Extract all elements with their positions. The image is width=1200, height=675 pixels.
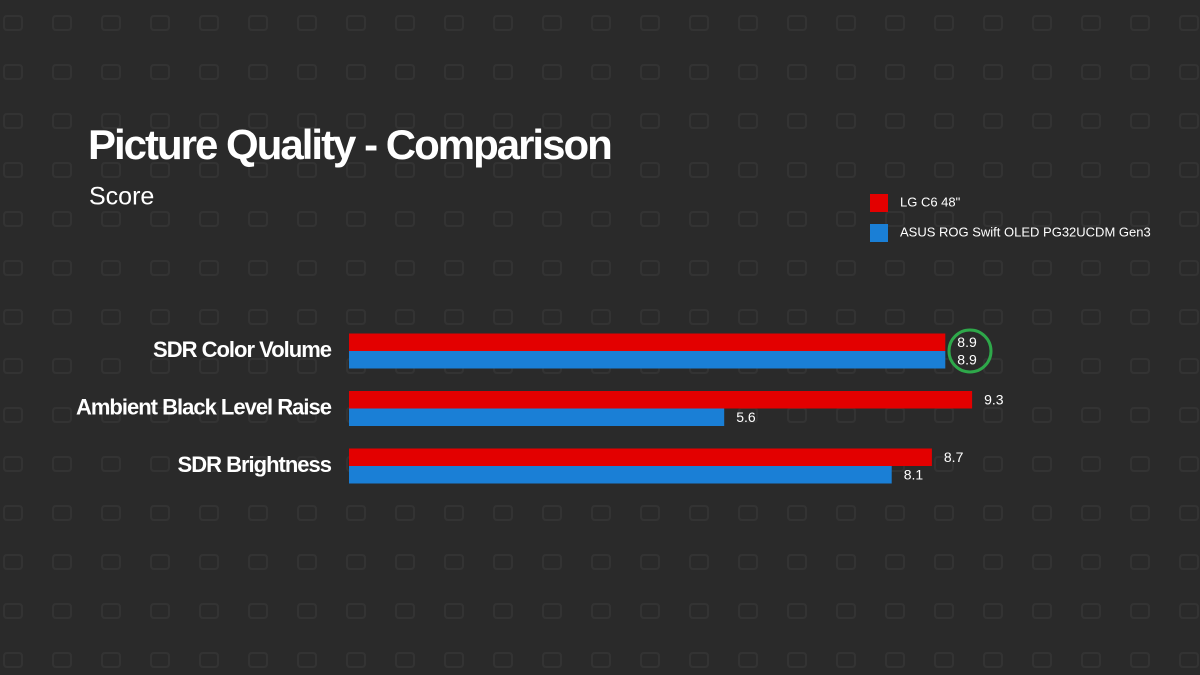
- chart-title: Picture Quality - Comparison: [88, 121, 611, 168]
- bar: [349, 333, 946, 351]
- value-label: 8.9: [957, 334, 977, 350]
- value-label: 8.9: [957, 351, 977, 367]
- category-label: SDR Color Volume: [153, 337, 332, 362]
- category-label: SDR Brightness: [178, 452, 332, 477]
- legend-swatch: [870, 194, 888, 212]
- legend-swatch: [870, 224, 888, 242]
- category-label: Ambient Black Level Raise: [76, 394, 332, 419]
- bar: [349, 351, 946, 369]
- value-label: 8.1: [904, 466, 924, 482]
- bar: [349, 448, 932, 466]
- value-label: 5.6: [736, 409, 756, 425]
- legend-label: ASUS ROG Swift OLED PG32UCDM Gen3: [900, 224, 1151, 239]
- highlight-circle: [947, 328, 993, 374]
- bar: [349, 466, 892, 484]
- bar: [349, 408, 725, 426]
- legend-label: LG C6 48": [900, 194, 961, 209]
- chart-subtitle: Score: [89, 183, 154, 211]
- bar: [349, 391, 973, 409]
- value-label: 9.3: [984, 391, 1004, 407]
- value-label: 8.7: [944, 449, 964, 465]
